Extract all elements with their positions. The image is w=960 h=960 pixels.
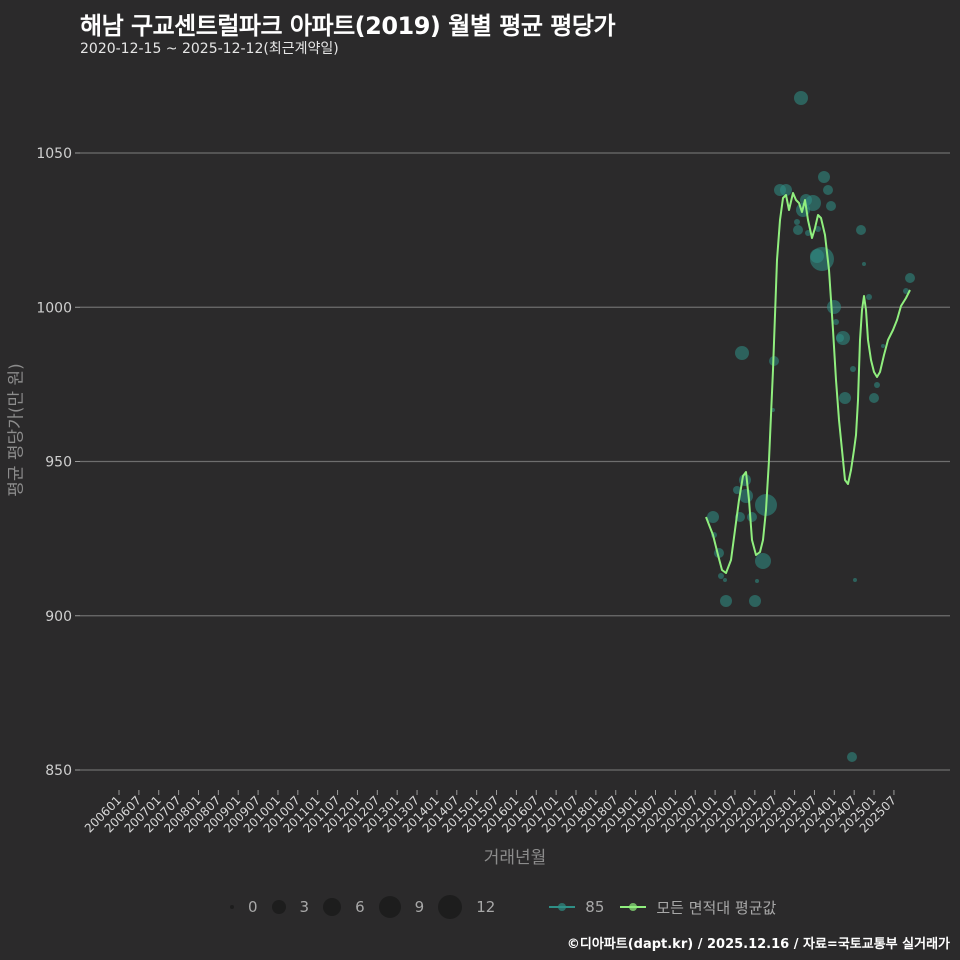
average-line-swatch-icon	[620, 903, 647, 911]
series-85-swatch-icon	[549, 903, 576, 911]
size-circle-icon	[271, 900, 286, 914]
legend: 0 3 6 9 12 85 모든 면적대 평균값	[230, 895, 786, 919]
size-legend-item: 6	[323, 898, 365, 916]
data-point-85	[862, 262, 866, 266]
data-point-85	[794, 219, 800, 225]
size-legend-label: 6	[355, 898, 365, 916]
data-point-85	[905, 273, 915, 283]
size-legend-label: 12	[476, 898, 496, 916]
size-circle-icon	[438, 895, 463, 919]
size-legend-label: 9	[414, 898, 425, 916]
data-point-85	[810, 247, 834, 271]
data-point-85	[805, 195, 821, 211]
data-point-85	[866, 294, 872, 300]
data-point-85	[723, 578, 727, 582]
chart-title: 해남 구교센트럴파크 아파트(2019) 월별 평균 평당가	[80, 12, 616, 40]
data-point-85	[755, 579, 759, 583]
data-point-85	[794, 91, 808, 105]
data-point-85	[747, 512, 757, 522]
size-legend-item: 12	[438, 895, 495, 919]
y-tick-label: 950	[45, 455, 72, 471]
size-legend-label: 0	[248, 898, 258, 916]
data-point-85	[856, 225, 866, 235]
legend-label-85: 85	[585, 898, 605, 916]
size-legend-label: 3	[299, 898, 310, 916]
data-point-85	[823, 185, 833, 195]
average-price-line	[705, 192, 911, 574]
size-legend-item: 3	[271, 898, 310, 916]
data-point-85	[850, 366, 856, 372]
data-point-85	[833, 319, 839, 325]
chart-subtitle: 2020-12-15 ~ 2025-12-12(최근계약일)	[80, 41, 339, 57]
size-legend: 0 3 6 9 12	[230, 895, 509, 919]
data-point-85	[839, 392, 851, 404]
data-point-85	[818, 171, 830, 183]
data-point-85	[793, 225, 803, 235]
data-point-85	[826, 201, 836, 211]
data-point-85	[869, 393, 879, 403]
data-point-85	[707, 511, 719, 523]
y-tick-label: 850	[45, 763, 72, 779]
data-point-85	[881, 344, 885, 348]
data-point-85	[847, 752, 857, 762]
data-point-85	[805, 230, 811, 236]
size-circle-icon	[378, 896, 401, 918]
y-axis-label: 평균 평당가(만 원)	[6, 363, 27, 497]
data-point-85	[735, 346, 749, 360]
y-tick-label: 1050	[36, 146, 72, 162]
data-point-85	[749, 595, 761, 607]
size-circle-icon	[230, 905, 234, 909]
source-credit: ©디아파트(dapt.kr) / 2025.12.16 / 자료=국토교통부 실…	[566, 937, 950, 952]
size-legend-item: 0	[230, 898, 258, 916]
y-tick-label: 900	[45, 609, 72, 625]
data-point-85	[755, 553, 771, 569]
data-point-85	[815, 226, 821, 232]
legend-item-85: 85	[549, 898, 604, 916]
data-point-85	[827, 300, 841, 314]
y-tick-label: 1000	[36, 300, 72, 316]
data-point-85	[874, 382, 880, 388]
data-point-85	[853, 578, 857, 582]
data-point-85	[836, 331, 850, 345]
data-point-85	[903, 288, 909, 294]
data-point-85	[733, 486, 741, 494]
data-point-85	[720, 595, 732, 607]
data-point-85	[780, 184, 792, 196]
x-axis-label: 거래년월	[483, 848, 547, 868]
size-circle-icon	[323, 898, 342, 916]
legend-label-average: 모든 면적대 평균값	[656, 898, 777, 917]
data-point-85	[718, 573, 724, 579]
legend-item-average: 모든 면적대 평균값	[620, 897, 776, 918]
size-legend-item: 9	[378, 896, 425, 918]
